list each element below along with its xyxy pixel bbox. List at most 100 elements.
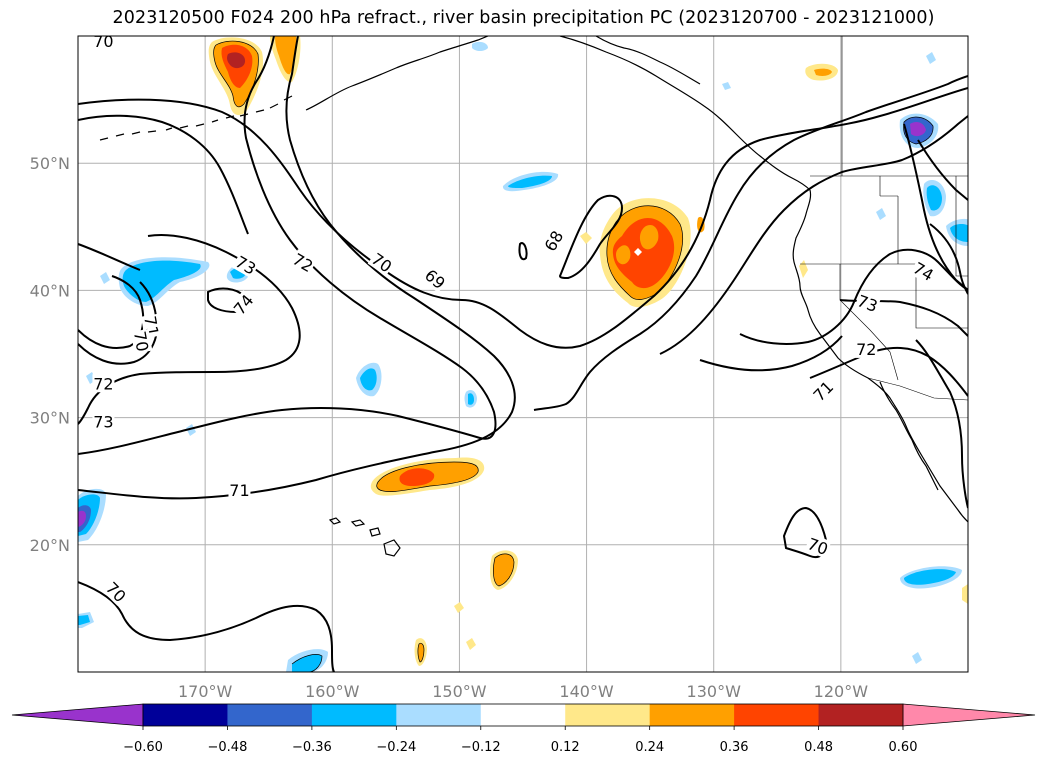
longitude-tick-label: 140°W [559,682,614,701]
positive-anomaly-blob [634,248,642,256]
positive-anomaly-blob [417,643,424,662]
negative-anomaly-blob [186,424,196,436]
negative-anomaly-blob [876,208,886,220]
negative-anomaly-blob [100,272,110,284]
colorbar: −0.60 −0.48 −0.36 −0.24 −0.12 0.12 0.24 0.36 0.4… [11,703,1036,755]
colorbar-tick-label: −0.60 [123,740,163,755]
colorbar-swatch [649,704,735,726]
negative-anomaly-blob [472,41,488,51]
colorbar-under-extension [11,703,144,727]
contour-label-text: 70 [93,32,113,51]
colorbar-swatch [311,704,397,726]
contour-label: 72 [92,374,115,393]
latitude-tick-label: 50°N [30,154,70,173]
axis-tick-labels: 170°W 160°W 150°W 140°W 130°W 120°W 20°N 30°N 40… [30,154,869,701]
colorbar-frame [142,703,904,727]
state-border [955,176,968,277]
colorbar-swatch [480,704,566,726]
contour-label-text: 72 [856,340,876,359]
contour-label: 73 [92,412,115,431]
alaska-coastline [305,36,489,111]
mexico-border [867,377,968,401]
positive-anomaly-blob [227,52,246,69]
gridlines [78,36,968,672]
positive-anomaly-blob [466,638,476,650]
colorbar-tick-label: −0.12 [461,740,501,755]
positive-anomaly-blob [275,36,297,75]
contour-line [558,194,624,280]
colorbar-tick-label: 0.48 [804,740,833,755]
contour-line [929,223,968,295]
positive-anomaly-blob [612,218,675,289]
colorbar-tick-label: 0.60 [889,740,918,755]
longitude-tick-label: 130°W [687,682,742,701]
contour-line [533,75,968,411]
contour-label: 70 [130,328,153,354]
colorbar-tick-label: 0.12 [551,740,580,755]
contour-line [78,36,497,455]
hawaii-islands [328,517,401,557]
map-frame [77,35,969,673]
negative-anomaly-blob [122,260,201,302]
positive-anomaly-blob [639,224,659,250]
colorbar-tick-label: 0.24 [635,740,664,755]
baja-california [879,381,939,491]
west-coast [792,189,968,523]
colorbar-swatch [565,704,651,726]
colorbar-tick-label: −0.24 [376,740,416,755]
latitude-tick-label: 30°N [30,409,70,428]
contour-line [78,243,141,271]
contour-label-text: 73 [93,412,113,431]
negative-anomaly-blob [912,652,922,664]
map-title: 2023120500 F024 200 hPa refract., river … [112,8,935,28]
negative-anomaly-blob [722,82,731,90]
political-borders [800,36,968,401]
contour-line [78,275,145,349]
contour-line [659,115,968,355]
contour-line [518,242,528,261]
contour-line [903,123,968,291]
negative-anomaly-blob [78,615,90,625]
negative-anomaly-blob [508,175,552,188]
longitude-tick-label: 160°W [305,682,360,701]
contour-label-text: 70 [130,330,152,353]
positive-anomaly-blob [962,584,968,604]
contour-label-text: 71 [229,481,249,500]
contour-line [78,114,249,235]
colorbar-tick-label: −0.36 [292,740,332,755]
contour-line [78,233,301,425]
colorbar-tick-label: −0.48 [208,740,248,755]
contour-label: 73 [854,290,881,316]
negative-anomaly-blob [78,510,86,527]
contour-line [78,36,516,500]
refractivity-contours [78,36,968,672]
colorbar-swatch [143,704,228,726]
contour-line [78,581,335,672]
colorbar-swatch [818,704,904,726]
negative-anomaly-blob [910,122,926,137]
negative-anomaly-blob [468,393,474,405]
colorbar-tick-label: 0.36 [720,740,749,755]
colorbar-swatch [734,704,820,726]
positive-anomaly-blob [616,245,631,265]
contour-line [699,335,843,372]
latitude-tick-label: 40°N [30,281,70,300]
positive-anomaly-blob [799,260,808,278]
positive-anomaly-blob [580,232,592,244]
contour-line [809,346,968,397]
negative-anomaly-blob [926,52,936,64]
alaska-coastline [595,36,701,85]
negative-anomaly-blob [292,654,322,672]
contour-line [78,87,968,349]
colorbar-swatch [396,704,482,726]
positive-anomaly-blob [814,68,832,76]
colorbar-swatch [227,704,313,726]
contour-line [915,339,968,509]
alaska-coastline [559,36,811,191]
negative-anomaly-blob [926,185,942,211]
shading-outlines [213,40,934,672]
state-border [879,176,899,264]
state-border [839,264,899,381]
